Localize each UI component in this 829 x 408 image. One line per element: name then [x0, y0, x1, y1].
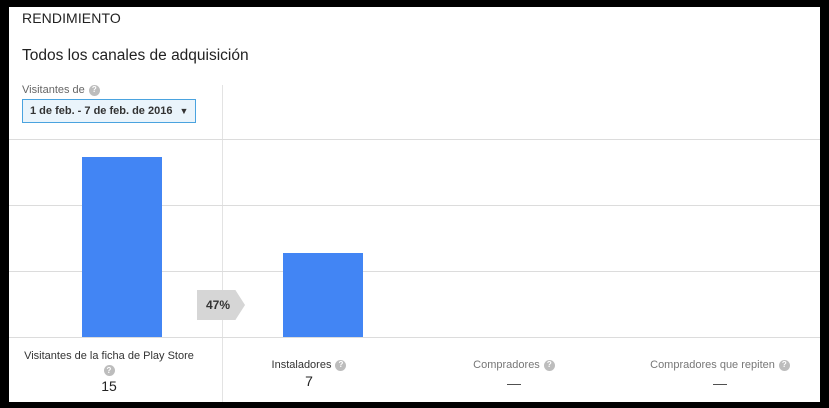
help-icon[interactable]: ?	[543, 359, 555, 371]
caret-down-icon: ▼	[179, 106, 189, 116]
gridline	[9, 139, 820, 140]
section-title: RENDIMIENTO	[22, 10, 121, 26]
date-range-text: 1 de feb. - 7 de feb. de 2016	[30, 105, 173, 117]
acquisition-channels-title: Todos los canales de adquisición	[22, 47, 249, 64]
metric-label: Compradores	[473, 359, 540, 371]
metric-value: 15	[101, 378, 117, 394]
metric-visitors: Visitantes de la ficha de Play Store ? 1…	[9, 350, 209, 394]
bar-2	[283, 253, 363, 337]
metric-label: Instaladores	[271, 359, 332, 371]
metric-repeat-buyers: Compradores que repiten ? —	[620, 359, 820, 391]
help-icon[interactable]: ?	[778, 359, 790, 371]
help-icon[interactable]: ?	[103, 365, 115, 376]
visitors-from-label: Visitantes de ?	[22, 84, 100, 96]
chart-baseline	[9, 337, 820, 338]
metric-value: —	[507, 375, 521, 391]
help-icon[interactable]: ?	[335, 359, 347, 371]
metric-value: —	[713, 375, 727, 391]
visitors-from-text: Visitantes de	[22, 84, 85, 96]
bar-1	[82, 157, 162, 337]
gridline	[9, 271, 820, 272]
metric-buyers: Compradores ? —	[414, 359, 614, 391]
performance-panel: RENDIMIENTO Todos los canales de adquisi…	[9, 7, 820, 402]
metric-installers: Instaladores ? 7	[209, 359, 409, 389]
gridline	[9, 205, 820, 206]
metric-label: Visitantes de la ficha de Play Store	[24, 350, 194, 362]
date-range-dropdown[interactable]: 1 de feb. - 7 de feb. de 2016 ▼	[22, 99, 196, 123]
conversion-rate-badge: 47%	[197, 290, 245, 320]
metric-value: 7	[305, 373, 313, 389]
metric-label: Compradores que repiten	[650, 359, 775, 371]
help-icon[interactable]: ?	[88, 84, 100, 96]
divider	[222, 85, 223, 402]
